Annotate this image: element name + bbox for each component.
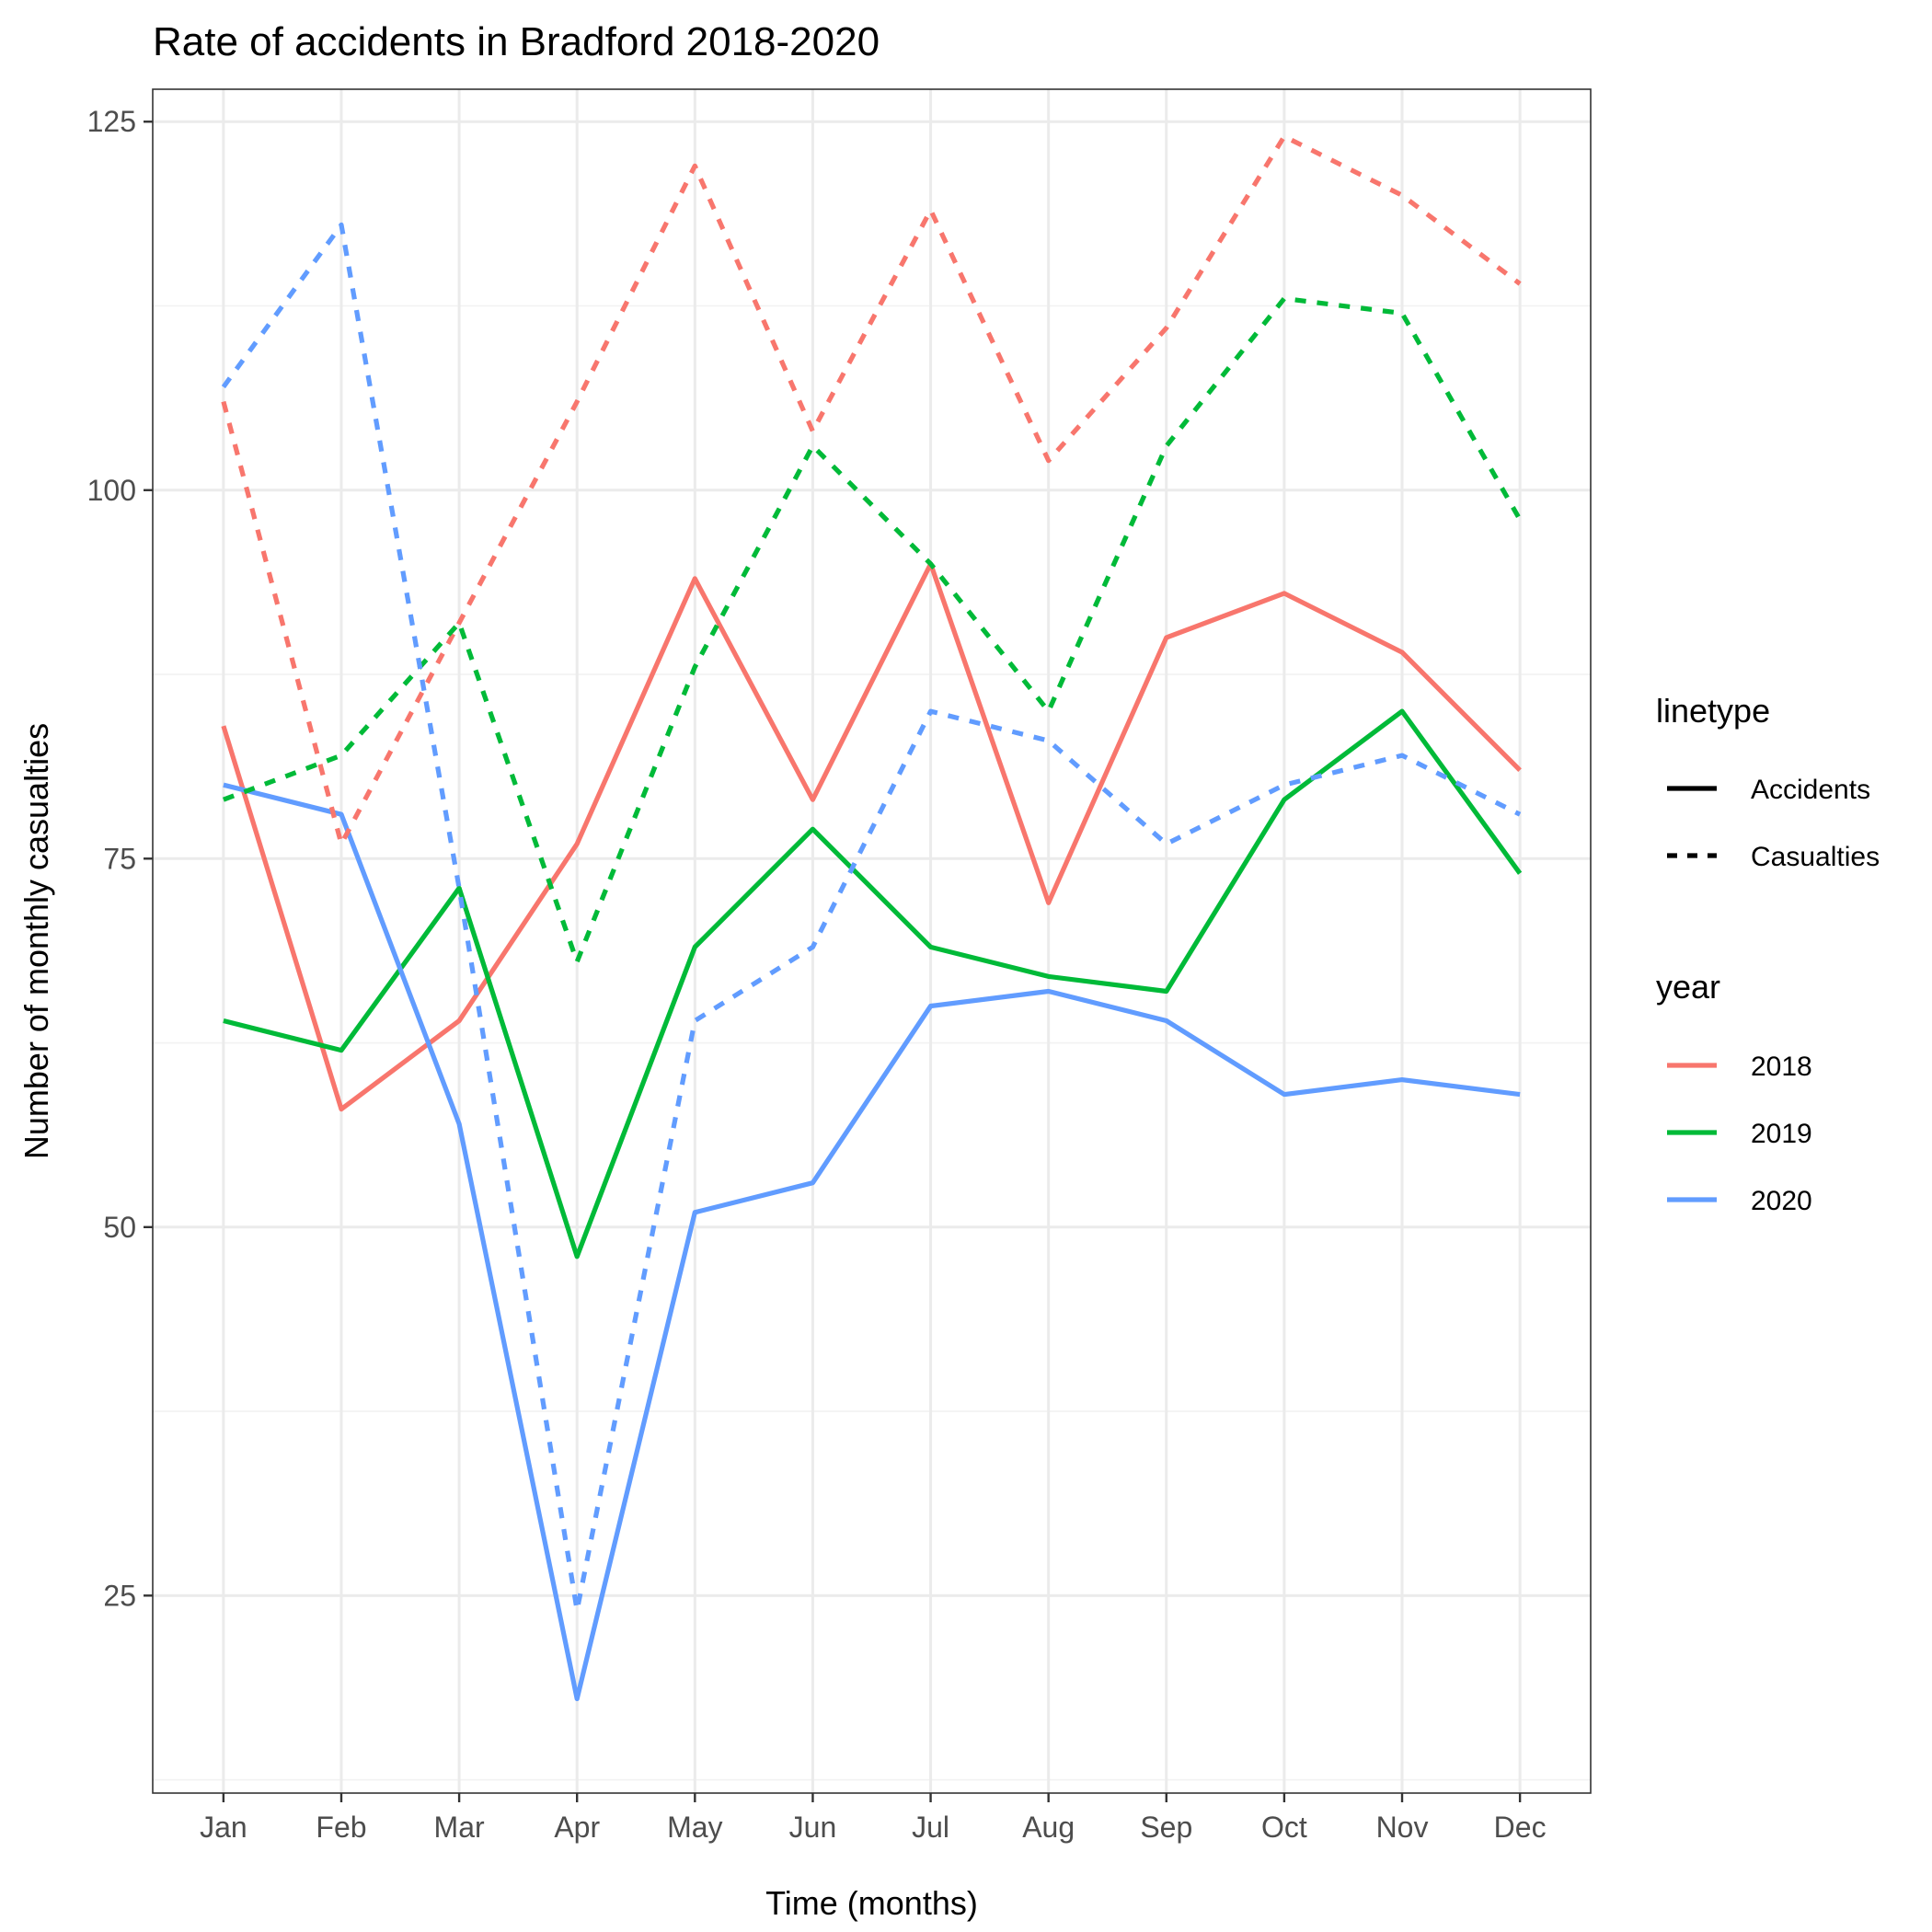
x-tick-label: Apr	[554, 1811, 600, 1844]
minor-gridlines	[153, 305, 1591, 1781]
major-gridlines	[153, 89, 1591, 1793]
series-line-2020-accidents	[223, 782, 1521, 1702]
series-lines	[221, 133, 1523, 1702]
series-line-2018-accidents	[221, 561, 1522, 1112]
y-tick-label: 75	[103, 842, 136, 875]
x-tick-label: Jan	[200, 1811, 247, 1844]
y-axis-title: Number of monthly casualties	[17, 723, 55, 1159]
x-tick-label: Dec	[1494, 1811, 1547, 1844]
x-tick-label: Nov	[1376, 1811, 1429, 1844]
y-tick-label: 50	[103, 1211, 136, 1244]
series-line-2019-accidents	[223, 708, 1523, 1259]
legend-label-2020: 2020	[1751, 1186, 1812, 1216]
legend-label-casualties: Casualties	[1751, 842, 1880, 872]
legend-label-2019: 2019	[1751, 1119, 1812, 1149]
x-axis: Jan Feb Mar Apr May Jun Jul Aug Sep Oct Nov Dec	[200, 1793, 1547, 1844]
series-line-2019-casualties	[222, 295, 1523, 965]
x-tick-label: Aug	[1022, 1811, 1075, 1844]
x-tick-label: Feb	[316, 1811, 366, 1844]
legend-year-title: year	[1656, 968, 1720, 1006]
legend-label-accidents: Accidents	[1751, 775, 1870, 805]
series-line-2020-casualties	[221, 222, 1522, 1613]
y-axis: 25 50 75 100 125	[87, 105, 153, 1612]
legend-linetype-title: linetype	[1656, 692, 1770, 730]
panel-border	[152, 88, 1592, 1794]
legend-year-items: 2018 2019 2020	[1667, 1052, 1812, 1216]
x-axis-title: Time (months)	[765, 1884, 978, 1922]
legend-label-2018: 2018	[1751, 1052, 1812, 1082]
x-tick-label: Mar	[434, 1811, 485, 1844]
y-tick-label: 100	[87, 474, 136, 507]
x-tick-label: Jun	[789, 1811, 837, 1844]
y-tick-label: 25	[103, 1579, 136, 1612]
x-tick-label: Oct	[1261, 1811, 1307, 1844]
x-tick-label: May	[667, 1811, 722, 1844]
legend-linetype-items: Accidents Casualties	[1667, 775, 1880, 872]
x-tick-label: Sep	[1140, 1811, 1192, 1844]
plot-panel	[152, 88, 1592, 1794]
x-tick-label: Jul	[912, 1811, 949, 1844]
series-line-2018-casualties	[221, 133, 1522, 846]
y-tick-label: 125	[87, 105, 136, 138]
chart-title: Rate of accidents in Bradford 2018-2020	[153, 19, 880, 64]
